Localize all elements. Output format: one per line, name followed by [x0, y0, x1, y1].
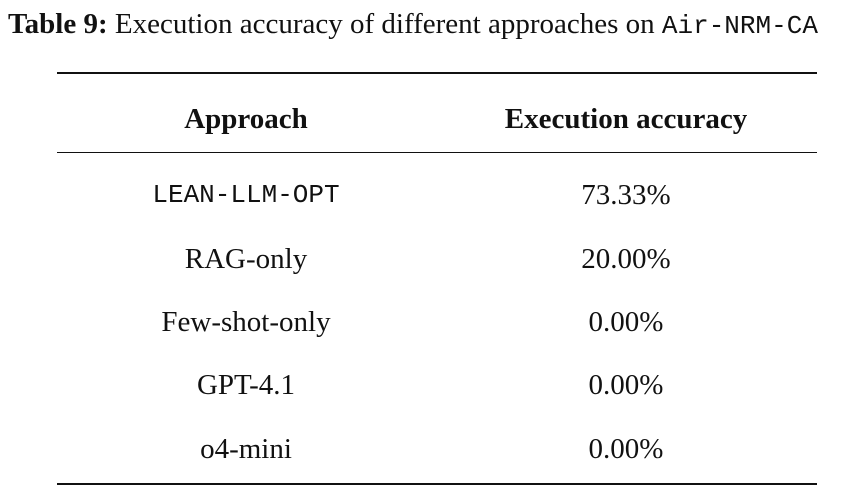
table-row-accuracy: 73.33% — [581, 179, 671, 211]
caption-text: Execution accuracy of different approach… — [107, 8, 662, 40]
table-row-approach: o4-mini — [200, 433, 292, 465]
table-row-approach: RAG-only — [184, 243, 308, 275]
table-header-rule — [57, 152, 817, 153]
caption-label: Table 9: — [8, 8, 108, 40]
table-row-approach: LEAN-LLM-OPT — [152, 180, 340, 210]
table-row-accuracy: 0.00% — [588, 306, 664, 338]
header-execution-accuracy: Execution accuracy — [504, 103, 748, 135]
table-top-rule — [57, 72, 817, 74]
table-caption: Table 9: Execution accuracy of different… — [8, 6, 818, 44]
table-row-accuracy: 20.00% — [581, 243, 671, 275]
header-approach: Approach — [184, 103, 308, 135]
table-row-approach: GPT-4.1 — [196, 369, 296, 401]
table-bottom-rule — [57, 483, 817, 485]
caption-dataset: Air-NRM-CA — [661, 11, 818, 41]
table-row-accuracy: 0.00% — [588, 369, 664, 401]
table-row-approach: Few-shot-only — [161, 306, 331, 338]
table-row-accuracy: 0.00% — [588, 433, 664, 465]
